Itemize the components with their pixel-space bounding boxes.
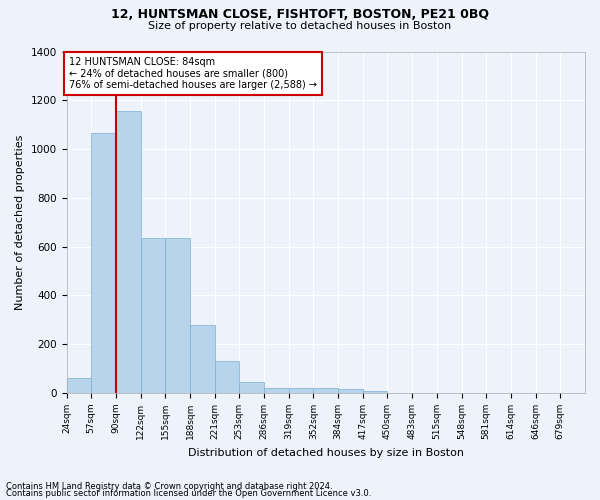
Bar: [264, 388, 289, 393]
Bar: [289, 388, 313, 393]
Text: Contains HM Land Registry data © Crown copyright and database right 2024.: Contains HM Land Registry data © Crown c…: [6, 482, 332, 491]
Text: Size of property relative to detached houses in Boston: Size of property relative to detached ho…: [148, 21, 452, 31]
Bar: [116, 112, 140, 393]
Bar: [338, 390, 363, 393]
Bar: [91, 133, 116, 393]
Bar: [165, 238, 190, 393]
Bar: [140, 238, 165, 393]
Bar: [313, 388, 338, 393]
X-axis label: Distribution of detached houses by size in Boston: Distribution of detached houses by size …: [188, 448, 464, 458]
Bar: [239, 382, 264, 393]
Bar: [67, 378, 91, 393]
Text: 12, HUNTSMAN CLOSE, FISHTOFT, BOSTON, PE21 0BQ: 12, HUNTSMAN CLOSE, FISHTOFT, BOSTON, PE…: [111, 8, 489, 20]
Y-axis label: Number of detached properties: Number of detached properties: [15, 134, 25, 310]
Text: 12 HUNTSMAN CLOSE: 84sqm
← 24% of detached houses are smaller (800)
76% of semi-: 12 HUNTSMAN CLOSE: 84sqm ← 24% of detach…: [69, 56, 317, 90]
Bar: [215, 362, 239, 393]
Bar: [363, 390, 388, 393]
Text: Contains public sector information licensed under the Open Government Licence v3: Contains public sector information licen…: [6, 489, 371, 498]
Bar: [190, 325, 215, 393]
